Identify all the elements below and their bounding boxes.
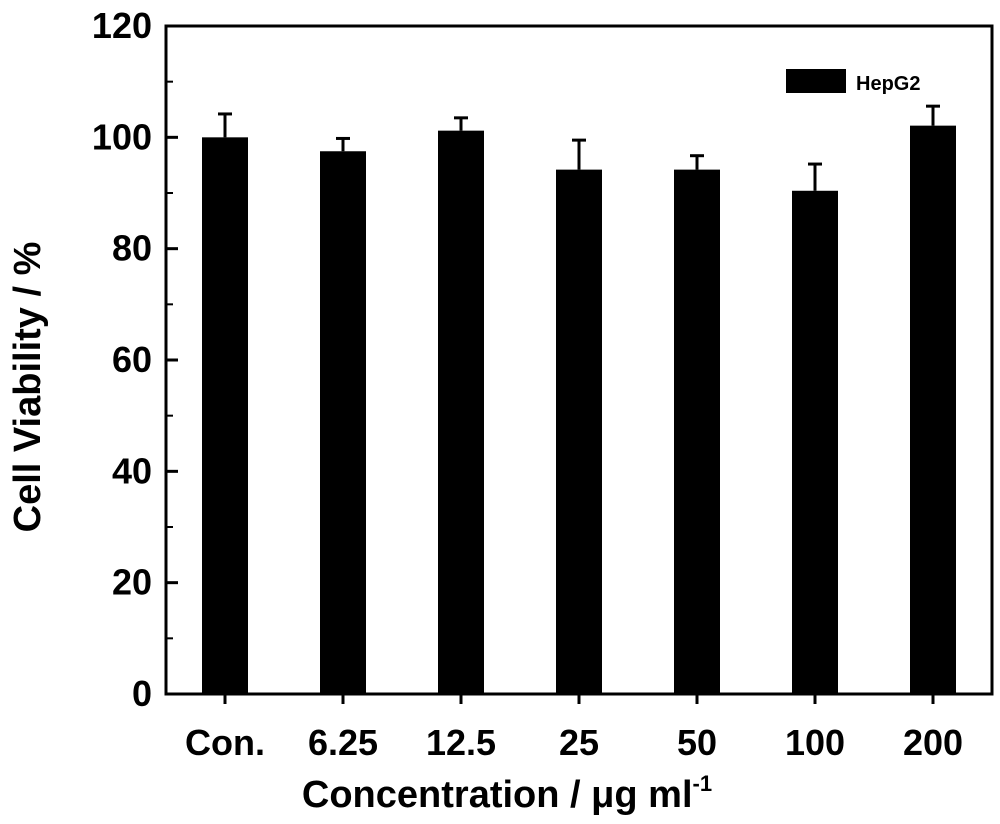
- x-tick-label-3: 12.5: [426, 722, 496, 763]
- y-axis: 0 20 40 60 80 100 120: [92, 5, 178, 714]
- y-axis-title: Cell Viability / %: [7, 242, 49, 533]
- y-tick-label-40: 40: [112, 450, 152, 491]
- x-axis-title-superscript: -1: [693, 771, 713, 796]
- y-tick-label-60: 60: [112, 339, 152, 380]
- bar-7: [910, 125, 956, 695]
- bars-layer: [202, 125, 956, 695]
- x-tick-label-4: 25: [559, 722, 599, 763]
- bar-3: [438, 130, 484, 695]
- x-axis-title-main: Concentration / μg ml: [302, 774, 693, 816]
- bar-6: [792, 190, 838, 695]
- error-bars-layer: [218, 104, 940, 191]
- y-tick-label-0: 0: [132, 673, 152, 714]
- y-tick-label-80: 80: [112, 228, 152, 269]
- x-tick-label-5: 50: [677, 722, 717, 763]
- y-tick-label-20: 20: [112, 562, 152, 603]
- bar-1: [202, 137, 248, 695]
- y-tick-label-100: 100: [92, 116, 152, 157]
- bar-2: [320, 151, 366, 694]
- x-tick-label-7: 200: [903, 722, 963, 763]
- y-tick-label-120: 120: [92, 5, 152, 46]
- legend: HepG2: [786, 69, 920, 95]
- x-axis: Con. 6.25 12.5 25 50 100 200: [185, 694, 963, 763]
- bar-5: [674, 169, 720, 694]
- x-tick-label-2: 6.25: [308, 722, 378, 763]
- x-tick-label-6: 100: [785, 722, 845, 763]
- legend-label: HepG2: [856, 73, 920, 95]
- x-axis-title: Concentration / μg ml-1: [302, 771, 712, 816]
- x-tick-label-1: Con.: [185, 722, 265, 763]
- bar-4: [556, 169, 602, 694]
- legend-swatch: [786, 69, 846, 93]
